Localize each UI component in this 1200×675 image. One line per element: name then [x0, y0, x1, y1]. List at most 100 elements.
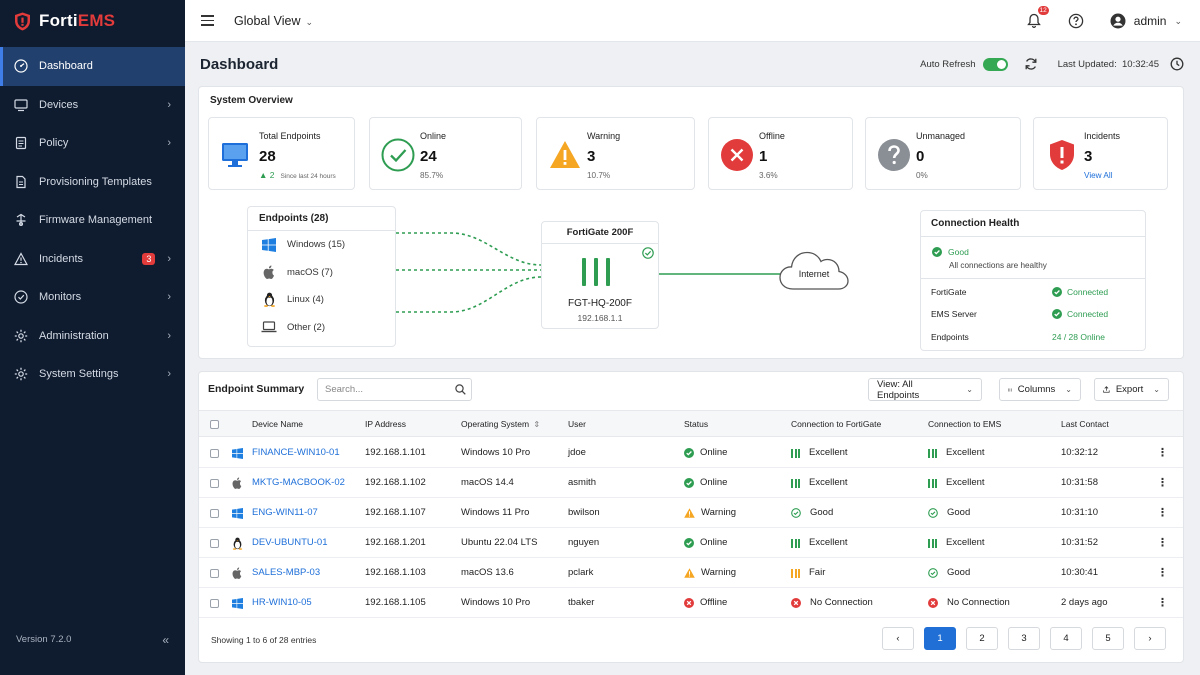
row-checkbox[interactable] — [210, 468, 219, 498]
device-name-link[interactable]: HR-WIN10-05 — [252, 597, 312, 608]
stat-value: 28 — [259, 148, 276, 165]
notifications-button[interactable]: 12 — [1026, 6, 1049, 29]
page-button-1[interactable]: 1 — [924, 627, 956, 650]
column-header-user[interactable]: User — [568, 419, 586, 429]
stat-card-online[interactable]: Online 24 85.7% — [369, 117, 522, 190]
device-name-link[interactable]: FINANCE-WIN10-01 — [252, 447, 340, 458]
column-header-connection-ems[interactable]: Connection to EMS — [928, 419, 1002, 429]
export-button[interactable]: Export ⌄ — [1094, 378, 1169, 401]
sidebar-item-policy[interactable]: Policy › — [0, 124, 185, 163]
table-row[interactable]: HR-WIN10-05 192.168.1.105 Windows 10 Pro tb… — [199, 588, 1183, 618]
table-row[interactable]: MKTG-MACBOOK-02 192.168.1.102 macOS 14.4 as… — [199, 468, 1183, 498]
columns-icon — [1008, 387, 1012, 392]
os-row-macos[interactable]: macOS (7) — [248, 259, 395, 287]
brand[interactable]: FortiEMS — [0, 0, 185, 42]
status: Warning — [684, 558, 736, 588]
table-row[interactable]: FINANCE-WIN10-01 192.168.1.101 Windows 10 … — [199, 438, 1183, 468]
column-header-last-contact[interactable]: Last Contact — [1061, 419, 1109, 429]
refresh-icon[interactable] — [1024, 57, 1038, 71]
auto-refresh-toggle[interactable] — [982, 57, 1008, 71]
table-row[interactable]: SALES-MBP-03 192.168.1.103 macOS 13.6 pclar… — [199, 558, 1183, 588]
page-button-5[interactable]: 5 — [1092, 627, 1124, 650]
good-connection-icon — [928, 508, 938, 518]
sidebar-item-label: Incidents — [39, 252, 84, 265]
no-connection-icon — [928, 598, 938, 608]
apple-icon — [232, 558, 243, 588]
sidebar-item-firmware-management[interactable]: Firmware Management — [0, 201, 185, 240]
table-row[interactable]: DEV-UBUNTU-01 192.168.1.201 Ubuntu 22.04 L… — [199, 528, 1183, 558]
signal-excellent-icon — [791, 448, 800, 458]
sidebar-item-monitors[interactable]: Monitors › — [0, 278, 185, 317]
device-name-link[interactable]: SALES-MBP-03 — [252, 567, 321, 578]
sidebar-item-provisioning-templates[interactable]: Provisioning Templates — [0, 163, 185, 202]
page-button-2[interactable]: 2 — [966, 627, 998, 650]
column-header-device-name[interactable]: Device Name — [252, 419, 304, 429]
signal-excellent-icon — [791, 478, 800, 488]
column-header-operating-system[interactable]: Operating System ⇕ — [461, 419, 541, 429]
internet-label: Internet — [798, 269, 830, 279]
columns-button[interactable]: Columns ⌄ — [999, 378, 1081, 401]
table-row[interactable]: ENG-WIN11-07 192.168.1.107 Windows 11 Pro b… — [199, 498, 1183, 528]
stat-card-warning[interactable]: Warning 3 10.7% — [536, 117, 695, 190]
row-checkbox[interactable] — [210, 588, 219, 618]
view-filter-dropdown[interactable]: View: All Endpoints ⌄ — [868, 378, 982, 401]
signal-fair-icon — [791, 568, 800, 578]
collapse-sidebar-icon[interactable]: « — [162, 633, 169, 647]
policy-icon — [14, 136, 28, 150]
hamburger-menu-icon[interactable] — [201, 15, 214, 26]
stat-card-unmanaged[interactable]: Unmanaged 0 0% — [865, 117, 1021, 190]
help-icon[interactable] — [1068, 13, 1084, 29]
column-header-connection-fortigate[interactable]: Connection to FortiGate — [791, 419, 882, 429]
health-row-endpoints: Endpoints 24 / 28 Online — [931, 332, 1105, 342]
device-name-link[interactable]: ENG-WIN11-07 — [252, 507, 318, 518]
row-checkbox[interactable] — [210, 498, 219, 528]
warning-triangle-icon — [550, 141, 580, 168]
column-header-ip-address[interactable]: IP Address — [365, 419, 406, 429]
status: Warning — [684, 498, 736, 528]
device-name-link[interactable]: DEV-UBUNTU-01 — [252, 537, 328, 548]
row-actions-kebab-icon[interactable]: ⋮ — [1157, 477, 1168, 489]
network-topology-links — [396, 232, 781, 313]
row-checkbox[interactable] — [210, 438, 219, 468]
stat-card-incidents[interactable]: Incidents 3 View All — [1033, 117, 1168, 190]
device-name-link[interactable]: MKTG-MACBOOK-02 — [252, 477, 345, 488]
prev-page-button[interactable]: ‹ — [882, 627, 914, 650]
search-input[interactable]: Search... — [317, 378, 472, 401]
page-button-4[interactable]: 4 — [1050, 627, 1082, 650]
sidebar-item-dashboard[interactable]: Dashboard — [0, 47, 185, 86]
page-button-3[interactable]: 3 — [1008, 627, 1040, 650]
health-row-fortigate: FortiGate Connected — [931, 287, 1109, 297]
search-icon — [455, 384, 466, 395]
chevron-down-icon: ⌄ — [1174, 15, 1182, 26]
sidebar-item-devices[interactable]: Devices › — [0, 86, 185, 125]
row-actions-kebab-icon[interactable]: ⋮ — [1157, 537, 1168, 549]
os-label: macOS (7) — [287, 266, 333, 278]
last-contact: 2 days ago — [1061, 597, 1108, 608]
row-actions-kebab-icon[interactable]: ⋮ — [1157, 447, 1168, 459]
row-actions-kebab-icon[interactable]: ⋮ — [1157, 567, 1168, 579]
user-menu[interactable]: admin ⌄ — [1110, 13, 1182, 29]
sidebar-item-administration[interactable]: Administration › — [0, 317, 185, 356]
stat-label: Incidents — [1084, 131, 1121, 141]
row-actions-kebab-icon[interactable]: ⋮ — [1157, 507, 1168, 519]
row-checkbox[interactable] — [210, 558, 219, 588]
next-page-button[interactable]: › — [1134, 627, 1166, 650]
ems-connection: Excellent — [928, 468, 985, 498]
os-row-windows[interactable]: Windows (15) — [248, 231, 395, 259]
stat-card-total-endpoints[interactable]: Total Endpoints 28 ▲ 2 Since last 24 hour… — [208, 117, 355, 190]
os-row-linux[interactable]: Linux (4) — [248, 286, 395, 314]
scope-dropdown[interactable]: Global View ⌄ — [234, 13, 314, 28]
select-all-checkbox[interactable] — [210, 420, 219, 429]
pagination: ‹ 1 2 3 4 5 › — [882, 627, 1166, 650]
fortigate-node[interactable]: FortiGate 200F FGT-HQ-200F 192.168.1.1 — [541, 221, 659, 329]
last-updated: Last Updated: 10:32:45 — [1057, 58, 1159, 70]
stat-card-offline[interactable]: Offline 1 3.6% — [708, 117, 853, 190]
view-all-incidents-link[interactable]: View All — [1084, 171, 1113, 180]
sidebar-item-incidents[interactable]: Incidents 3 › — [0, 240, 185, 279]
os-row-other[interactable]: Other (2) — [248, 314, 395, 342]
row-actions-kebab-icon[interactable]: ⋮ — [1157, 597, 1168, 609]
row-checkbox[interactable] — [210, 528, 219, 558]
column-header-status[interactable]: Status — [684, 419, 709, 429]
sidebar-item-system-settings[interactable]: System Settings › — [0, 355, 185, 394]
chevron-right-icon: › — [167, 98, 171, 111]
